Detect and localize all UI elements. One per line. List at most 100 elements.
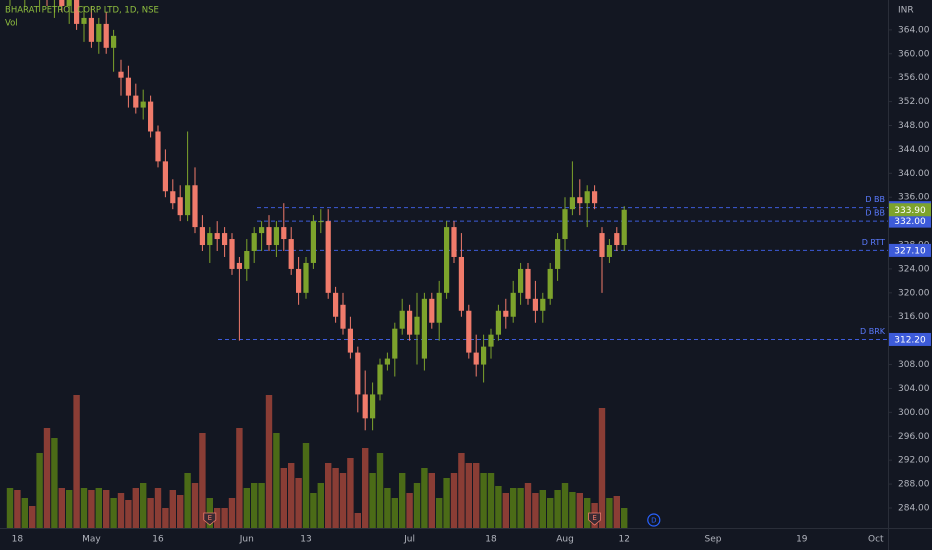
candle-body bbox=[74, 0, 80, 24]
candle-body bbox=[251, 233, 257, 252]
volume-bar bbox=[495, 486, 502, 528]
last-price-label: 333.90 bbox=[894, 206, 926, 216]
volume-bar bbox=[273, 433, 280, 528]
x-tick-label: Jun bbox=[239, 535, 254, 545]
candle-body bbox=[547, 268, 553, 299]
candle-body bbox=[185, 185, 191, 216]
volume-bar bbox=[191, 483, 199, 528]
volume-bar bbox=[473, 463, 480, 528]
candle-body bbox=[488, 334, 494, 347]
candle-body bbox=[148, 101, 154, 132]
candle-body bbox=[495, 310, 501, 335]
candle-body bbox=[540, 298, 546, 311]
volume-bar bbox=[243, 488, 250, 528]
y-tick-label: 324.00 bbox=[898, 264, 930, 274]
volume-bar bbox=[487, 473, 495, 528]
candle-body bbox=[59, 0, 65, 6]
dividend-marker bbox=[647, 513, 661, 527]
volume-bar bbox=[51, 438, 58, 528]
candle-body bbox=[525, 268, 531, 299]
volume-bar bbox=[532, 493, 539, 528]
y-tick-label: 296.00 bbox=[898, 432, 930, 442]
candle-body bbox=[88, 17, 94, 42]
level-price-box bbox=[889, 243, 931, 257]
candle-body bbox=[118, 71, 124, 78]
volume-bar bbox=[391, 498, 398, 528]
y-tick-label: 304.00 bbox=[898, 384, 930, 394]
candle-body bbox=[436, 292, 442, 323]
y-tick-label: 292.00 bbox=[898, 456, 930, 466]
level-price-box bbox=[889, 332, 931, 346]
candle-body bbox=[103, 23, 109, 48]
volume-bar bbox=[606, 498, 613, 528]
candle-body bbox=[429, 298, 435, 323]
volume-bar bbox=[547, 498, 554, 528]
x-tick-label: 18 bbox=[485, 535, 497, 545]
level-price-label: 312.20 bbox=[894, 335, 926, 345]
volume-label: Vol bbox=[5, 19, 18, 29]
volume-bar bbox=[510, 488, 517, 528]
y-tick-label: 336.00 bbox=[898, 193, 930, 203]
volume-bar bbox=[561, 483, 569, 528]
last-price-box bbox=[889, 203, 931, 217]
candle-body bbox=[133, 95, 139, 108]
volume-bar bbox=[443, 478, 450, 528]
candle-body bbox=[66, 0, 72, 6]
y-tick-label: 364.00 bbox=[898, 25, 930, 35]
volume-bar bbox=[140, 483, 147, 528]
earnings-marker bbox=[203, 512, 217, 526]
volume-bar bbox=[295, 478, 302, 528]
y-tick-label: 348.00 bbox=[898, 121, 930, 131]
y-tick-label: 356.00 bbox=[898, 73, 930, 83]
candle-body bbox=[518, 268, 524, 293]
x-tick-label: Jul bbox=[403, 535, 415, 545]
candle-body bbox=[303, 262, 309, 293]
candle-body bbox=[96, 23, 102, 42]
volume-bar bbox=[36, 453, 43, 528]
candle-body bbox=[599, 233, 605, 257]
volume-bar bbox=[110, 498, 117, 528]
level-name: D BB bbox=[865, 195, 885, 204]
candle-body bbox=[310, 221, 316, 263]
volume-bar bbox=[458, 453, 465, 528]
candle-body bbox=[421, 298, 427, 359]
candle-body bbox=[481, 346, 487, 365]
candle-body bbox=[288, 239, 294, 269]
y-tick-label: 316.00 bbox=[898, 312, 930, 322]
candle-body bbox=[592, 191, 598, 204]
candle-body bbox=[207, 233, 213, 246]
candle-body bbox=[414, 316, 420, 335]
volume-bar bbox=[413, 483, 421, 528]
volume-bar bbox=[95, 488, 102, 528]
candle-body bbox=[199, 227, 205, 246]
candle-body bbox=[355, 352, 361, 395]
candle-body bbox=[162, 161, 168, 192]
candle-body bbox=[532, 298, 538, 311]
volume-bar bbox=[177, 495, 184, 528]
candle-body bbox=[170, 191, 176, 204]
volume-bar bbox=[428, 473, 435, 528]
volume-bar bbox=[6, 488, 14, 528]
plot-area bbox=[6, 0, 888, 528]
candle-body bbox=[510, 292, 516, 317]
y-tick-label: 288.00 bbox=[898, 480, 930, 490]
volume-bar bbox=[265, 395, 273, 528]
candle-body bbox=[266, 227, 272, 246]
volume-bar bbox=[384, 488, 391, 528]
x-tick-label: 16 bbox=[152, 535, 164, 545]
level-name: D BB bbox=[865, 209, 885, 218]
x-tick-label: 18 bbox=[12, 535, 24, 545]
candle-body bbox=[177, 197, 183, 216]
x-tick-label: Aug bbox=[556, 535, 574, 545]
candle-body bbox=[296, 268, 302, 293]
candle-body bbox=[281, 227, 287, 240]
x-tick-label: 12 bbox=[618, 535, 629, 545]
candle-body bbox=[569, 197, 575, 210]
volume-bar bbox=[214, 508, 221, 528]
volume-bar bbox=[125, 500, 132, 528]
level-price-label: 332.00 bbox=[894, 217, 926, 227]
candle-body bbox=[370, 394, 376, 419]
volume-bar bbox=[613, 496, 620, 528]
volume-bar bbox=[339, 473, 347, 528]
